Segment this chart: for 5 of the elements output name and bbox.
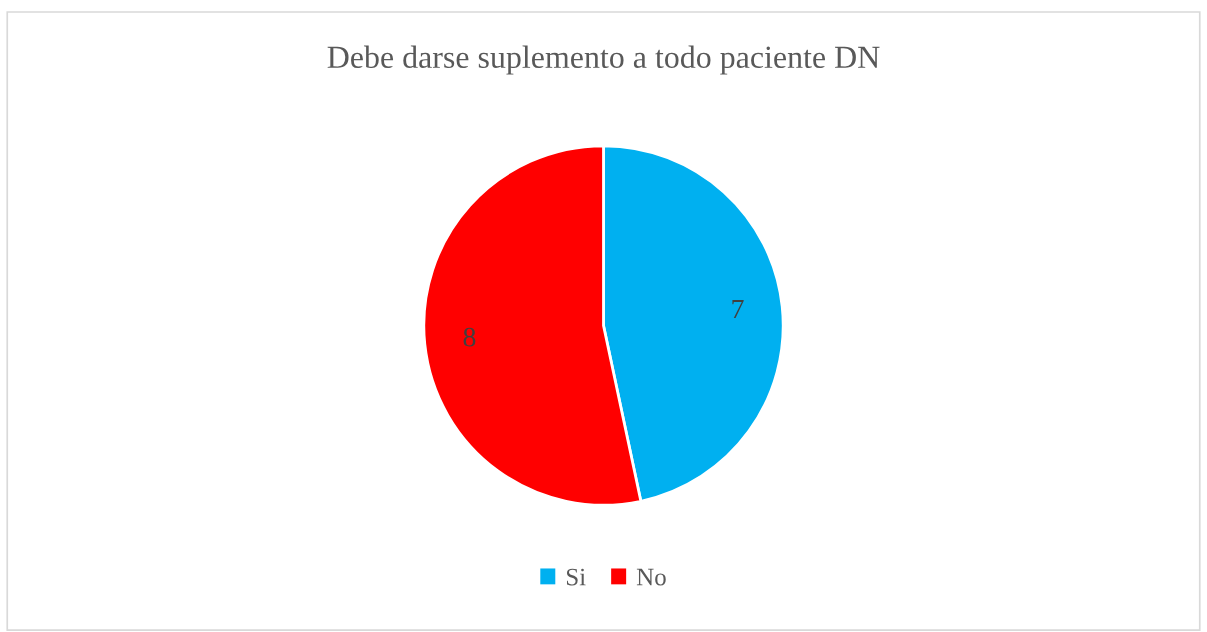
data-label: 7 <box>732 299 744 319</box>
data-label: 8 <box>463 327 476 347</box>
legend-label: No <box>636 568 666 586</box>
chart-title: Debe darse suplemento a todo paciente DN <box>327 45 880 75</box>
legend-label: Si <box>566 568 586 586</box>
